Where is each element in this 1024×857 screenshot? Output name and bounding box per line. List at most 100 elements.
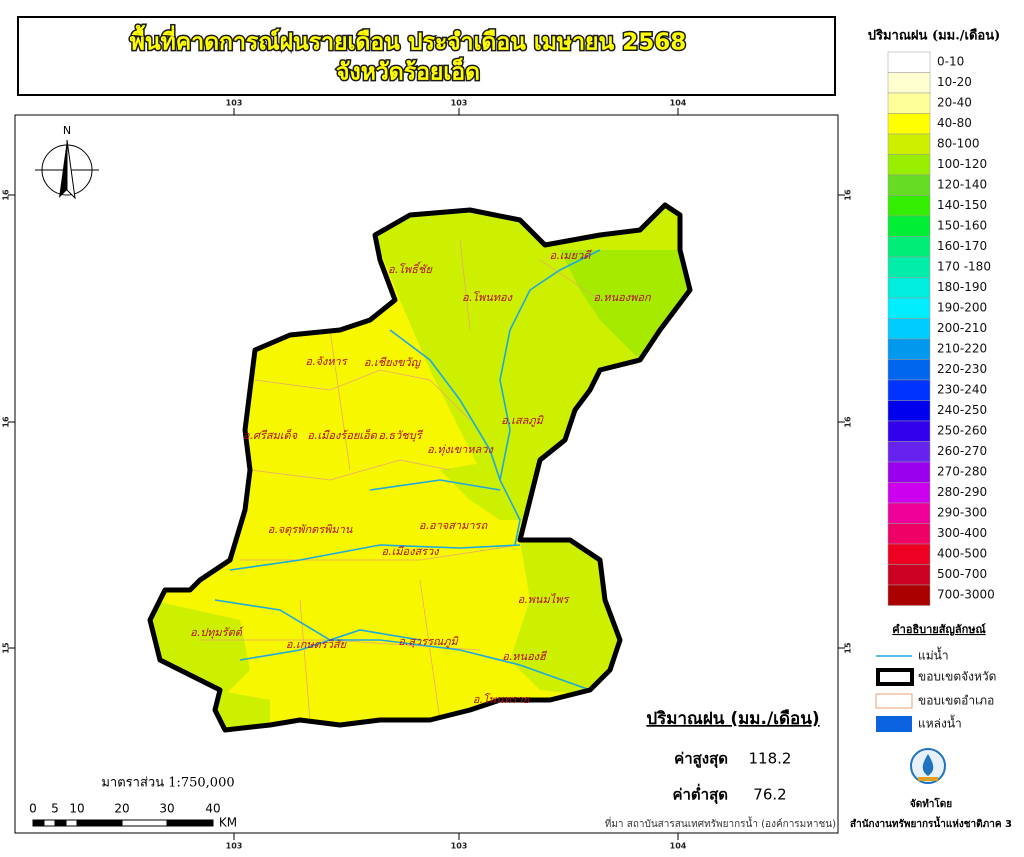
legend-label: 140-150 xyxy=(937,198,987,212)
legend-swatch xyxy=(887,379,931,401)
legend-swatch xyxy=(887,51,931,73)
scale-label: 10 xyxy=(69,802,84,816)
legend-swatch xyxy=(887,338,931,360)
symbol-label: แหล่งน้ำ xyxy=(918,715,962,731)
district-label: อ.ธวัชบุรี xyxy=(378,429,423,442)
district-label: อ.ทุ่งเขาหลวง xyxy=(427,443,494,456)
legend-swatch xyxy=(887,133,931,155)
symbols-title: คำอธิบายสัญลักษณ์ xyxy=(892,623,986,636)
legend-swatch xyxy=(887,482,931,504)
legend-label: 250-260 xyxy=(937,424,987,438)
legend-swatch xyxy=(887,92,931,114)
symbol-district xyxy=(875,693,913,709)
north-arrow xyxy=(35,139,99,200)
district-label: อ.เชียงขวัญ xyxy=(364,356,422,369)
legend-swatch xyxy=(887,502,931,524)
producer-label: จัดทำโดย xyxy=(910,797,952,810)
coord-label: 103 xyxy=(451,842,468,851)
legend-swatch xyxy=(887,318,931,340)
stats-max-value: 118.2 xyxy=(749,750,792,768)
legend-label: 40-80 xyxy=(937,116,972,130)
legend-label: 280-290 xyxy=(937,485,987,499)
legend-swatch xyxy=(887,113,931,135)
district-label: อ.เมืองสรวง xyxy=(381,545,440,558)
coord-label: 16 xyxy=(844,189,853,201)
legend-label: 120-140 xyxy=(937,178,987,192)
legend-label: 160-170 xyxy=(937,239,987,253)
source: ที่มา สถาบันสารสนเทศทรัพยากรน้ำ (องค์การ… xyxy=(605,816,836,830)
legend-label: 190-200 xyxy=(937,301,987,315)
scale-text: มาตราส่วน 1:750,000 xyxy=(101,776,234,791)
district-label: อ.ปทุมรัตต์ xyxy=(190,626,245,639)
legend-swatch xyxy=(887,215,931,237)
symbol-label: ขอบเขตอำเภอ xyxy=(918,694,994,708)
legend-swatch xyxy=(887,420,931,442)
scale-label: 30 xyxy=(159,802,174,816)
legend-label: 100-120 xyxy=(937,157,987,171)
scale-label: KM xyxy=(219,816,237,830)
legend-label: 80-100 xyxy=(937,137,980,151)
coord-label: 15 xyxy=(2,642,11,654)
district-label: อ.หนองพอก xyxy=(593,291,652,304)
producer: สำนักงานทรัพยากรน้ำแห่งชาติภาค 3 xyxy=(850,816,1012,830)
district-label: อ.โพนทอง xyxy=(462,291,514,304)
legend-swatch xyxy=(887,297,931,319)
legend-label: 210-220 xyxy=(937,342,987,356)
stats-title: ปริมาณฝน (มม./เดือน) xyxy=(646,708,819,729)
subtitle: จังหวัดร้อยเอ็ด xyxy=(336,57,480,86)
symbol-province xyxy=(876,668,914,686)
coord-label: 15 xyxy=(844,642,853,654)
legend-label: 200-210 xyxy=(937,321,987,335)
legend-swatch xyxy=(887,174,931,196)
scale-label: 20 xyxy=(114,802,129,816)
legend-title: ปริมาณฝน (มม./เดือน) xyxy=(868,28,1001,44)
legend-label: 500-700 xyxy=(937,567,987,581)
scale-label: 5 xyxy=(51,802,59,816)
district-label: อ.เมืองร้อยเอ็ด xyxy=(307,428,377,442)
legend-swatch xyxy=(887,584,931,606)
coord-label: 16 xyxy=(2,189,11,201)
north-label: N xyxy=(63,124,71,137)
legend-swatch xyxy=(887,523,931,545)
legend-swatch xyxy=(887,461,931,483)
legend-swatch xyxy=(887,236,931,258)
legend-label: 240-250 xyxy=(937,403,987,417)
legend-swatch xyxy=(887,195,931,217)
stats-max-label: ค่าสูงสุด xyxy=(674,750,728,769)
coord-label: 103 xyxy=(451,99,468,108)
legend-swatch xyxy=(887,72,931,94)
scale-bar xyxy=(32,819,214,827)
district-label: อ.เมยวดี xyxy=(550,249,593,262)
legend-label: 170 -180 xyxy=(937,260,991,274)
district-label: อ.จังหาร xyxy=(305,355,348,368)
logo xyxy=(910,748,946,784)
district-label: อ.หนองฮี xyxy=(502,650,548,663)
coord-label: 103 xyxy=(226,99,243,108)
legend-label: 220-230 xyxy=(937,362,987,376)
coord-label: 16 xyxy=(2,416,11,428)
symbol-label: ขอบเขตจังหวัด xyxy=(918,670,996,684)
title: พื้นที่คาดการณ์ฝนรายเดือน ประจำเดือน เมษ… xyxy=(130,25,686,56)
district-label: อ.โพธิ์ชัย xyxy=(388,261,433,276)
coord-label: 104 xyxy=(670,842,687,851)
district-label: อ.จตุรพักตรพิมาน xyxy=(268,523,353,536)
legend-swatch xyxy=(887,277,931,299)
symbol-label: แม่น้ำ xyxy=(918,647,949,663)
legend-label: 180-190 xyxy=(937,280,987,294)
legend-label: 20-40 xyxy=(937,96,972,110)
legend-label: 260-270 xyxy=(937,444,987,458)
legend-label: 150-160 xyxy=(937,219,987,233)
legend-label: 290-300 xyxy=(937,506,987,520)
coord-label: 16 xyxy=(844,416,853,428)
coord-label: 104 xyxy=(670,99,687,108)
legend-swatch xyxy=(887,564,931,586)
legend-swatch xyxy=(887,359,931,381)
district-label: อ.พนมไพร xyxy=(518,593,571,606)
coord-label: 103 xyxy=(226,842,243,851)
legend-swatch xyxy=(887,256,931,278)
legend-swatch xyxy=(887,154,931,176)
graticule-ticks xyxy=(8,108,845,840)
legend-swatch xyxy=(887,543,931,565)
scale-label: 40 xyxy=(205,802,220,816)
